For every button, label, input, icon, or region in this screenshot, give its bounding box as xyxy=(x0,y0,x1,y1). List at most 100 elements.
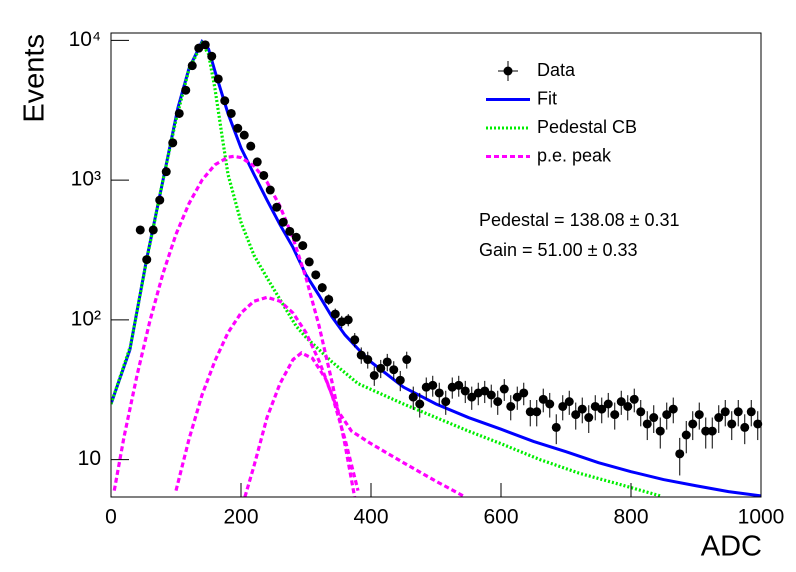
data-point xyxy=(226,108,236,118)
data-point xyxy=(181,85,191,95)
data-point xyxy=(252,157,262,167)
y-tick-label: 10 xyxy=(78,447,101,470)
x-tick-label: 200 xyxy=(223,506,258,529)
x-tick-label: 1000 xyxy=(738,506,785,529)
data-point xyxy=(662,410,672,420)
data-point xyxy=(135,225,145,235)
data-point xyxy=(291,232,301,242)
data-point xyxy=(213,74,223,84)
y-axis-title: Events xyxy=(19,34,51,123)
data-point xyxy=(434,388,444,398)
data-point xyxy=(597,404,607,414)
data-point xyxy=(733,407,743,417)
data-point xyxy=(532,407,542,417)
data-point xyxy=(220,96,230,106)
curve xyxy=(111,40,661,497)
y-tick-label: 10⁴ xyxy=(69,28,101,51)
data-point xyxy=(369,370,379,380)
data-point xyxy=(545,399,555,409)
data-point xyxy=(610,410,620,420)
data-point xyxy=(148,225,158,235)
x-axis-title: ADC xyxy=(701,531,762,563)
data-point xyxy=(681,430,691,440)
data-point xyxy=(655,426,665,436)
data-point xyxy=(142,255,152,265)
data-point xyxy=(233,123,243,133)
data-point xyxy=(603,399,613,409)
data-point xyxy=(571,410,581,420)
data-point xyxy=(389,365,399,375)
data-point xyxy=(577,404,587,414)
data-point xyxy=(408,392,418,402)
data-point xyxy=(285,226,295,236)
data-point xyxy=(694,410,704,420)
data-point xyxy=(155,195,165,205)
data-point xyxy=(701,426,711,436)
data-point xyxy=(538,394,548,404)
data-point xyxy=(350,335,360,345)
legend-label: p.e. peak xyxy=(537,145,612,165)
data-point xyxy=(402,355,412,365)
data-point xyxy=(506,401,516,411)
data-point xyxy=(460,386,470,396)
data-point xyxy=(161,167,171,177)
curve xyxy=(111,38,761,497)
data-point xyxy=(298,241,308,251)
data-point xyxy=(363,355,373,365)
data-point xyxy=(558,401,568,411)
data-point xyxy=(200,40,210,50)
data-point xyxy=(324,294,334,304)
data-point xyxy=(428,380,438,390)
data-point xyxy=(265,185,275,195)
data-point xyxy=(616,397,626,407)
data-point xyxy=(753,419,763,429)
x-tick-label: 800 xyxy=(613,506,648,529)
data-point xyxy=(467,392,477,402)
data-point xyxy=(675,449,685,459)
data-point xyxy=(499,384,509,394)
data-point xyxy=(382,357,392,367)
y-tick-label: 10³ xyxy=(71,168,101,191)
plot-frame xyxy=(110,32,762,498)
data-point xyxy=(239,130,249,140)
data-point xyxy=(317,283,327,293)
data-point xyxy=(636,407,646,417)
data-point xyxy=(688,419,698,429)
data-point xyxy=(714,413,724,423)
annotation: Pedestal = 138.08 ± 0.31 xyxy=(479,210,680,230)
data-point xyxy=(486,390,496,400)
data-point xyxy=(519,388,529,398)
data-point xyxy=(649,413,659,423)
data-point xyxy=(343,315,353,325)
data-point xyxy=(395,375,405,385)
data-point xyxy=(551,422,561,432)
legend-swatch xyxy=(503,66,513,76)
curves xyxy=(111,38,761,497)
data-point xyxy=(174,108,184,118)
data-point xyxy=(584,413,594,423)
data-point xyxy=(746,407,756,417)
data-point xyxy=(187,61,197,71)
data-point xyxy=(454,380,464,390)
data-point xyxy=(720,407,730,417)
data-point xyxy=(727,419,737,429)
data-point xyxy=(707,426,717,436)
legend-label: Pedestal CB xyxy=(537,117,637,137)
data-point xyxy=(525,407,535,417)
data-point xyxy=(623,401,633,411)
data-point xyxy=(629,394,639,404)
data-point xyxy=(740,422,750,432)
curve xyxy=(112,154,467,497)
data-point xyxy=(304,257,314,267)
data-point xyxy=(480,386,490,396)
data-point xyxy=(415,399,425,409)
data-point xyxy=(356,350,366,360)
data-point xyxy=(376,363,386,373)
data-point xyxy=(272,202,282,212)
data-point xyxy=(330,309,340,319)
x-tick-label: 600 xyxy=(483,506,518,529)
data-point xyxy=(441,397,451,407)
data-point xyxy=(493,397,503,407)
